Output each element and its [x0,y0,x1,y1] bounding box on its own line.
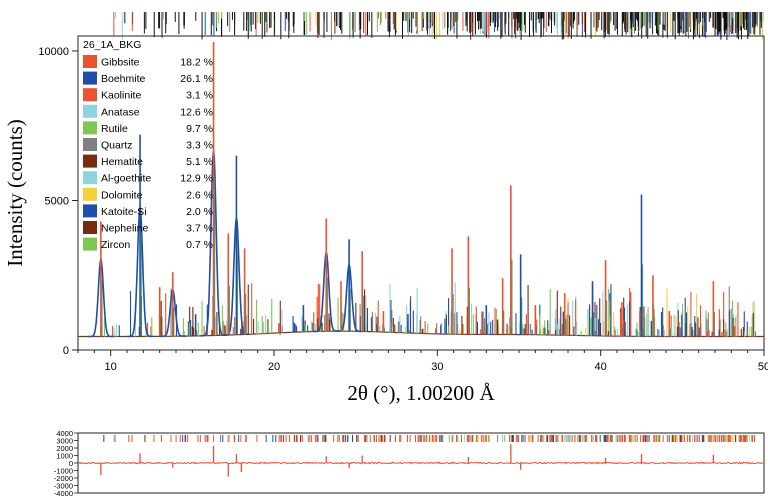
legend-swatch [83,88,97,102]
legend-phase-name: Dolomite [101,189,143,201]
y-tick-label: -3000 [54,481,73,490]
legend-swatch [83,221,97,234]
difference-line [77,461,764,465]
legend-phase-name: Al-goethite [101,173,151,185]
legend-swatch [83,237,97,251]
y-tick-label: 3000 [56,436,73,445]
legend-title: 26_1A_BKG [83,39,141,51]
y-tick-label: 5000 [45,195,69,207]
difference-curve [77,444,764,477]
legend-swatch [83,138,97,151]
y-tick-label: -2000 [54,474,73,483]
y-tick-label: 4000 [56,429,73,438]
y-tick-label: -4000 [54,489,73,498]
legend-phase-name: Zircon [101,239,130,251]
legend-phase-percent: 18.2 % [180,57,213,69]
y-tick-label: 1000 [56,451,73,460]
legend-swatch [83,171,97,185]
legend-phase-percent: 2.6 % [186,189,213,201]
x-tick-label: 30 [431,361,443,373]
legend-swatch [83,187,97,201]
y-tick-label: 2000 [56,444,73,453]
legend: Gibbsite 18.2 % Boehmite 26.1 % Kaolinite 3.1… [83,55,213,251]
x-axis-label: 2θ (°), 1.00200 Å [347,381,495,405]
y-tick-label: -1000 [54,466,73,475]
y-tick-label: 0 [63,345,69,357]
legend-phase-percent: 5.1 % [186,156,213,168]
x-tick-label: 40 [595,361,607,373]
legend-phase-percent: 26.1 % [180,73,213,85]
legend-phase-name: Anatase [101,106,140,118]
legend-phase-name: Gibbsite [101,57,140,69]
legend-phase-percent: 2.0 % [186,206,213,218]
x-tick-label: 10 [105,361,117,373]
legend-swatch [83,71,97,85]
legend-swatch [83,104,97,118]
legend-phase-name: Katoite-Si [101,206,147,218]
legend-swatch [83,121,97,135]
legend-phase-percent: 3.7 % [186,223,213,235]
legend-phase-percent: 12.6 % [180,106,213,118]
legend-swatch [83,204,97,218]
legend-phase-percent: 9.7 % [186,123,213,135]
x-tick-label: 50 [758,361,768,373]
y-axis-ticks: 0 5000 10000 [38,46,78,357]
legend-phase-name: Hematite [101,156,143,168]
reflection-markers-difference [103,435,756,442]
diffraction-pattern [78,41,764,338]
legend-phase-name: Quartz [101,140,133,152]
legend-phase-name: Boehmite [101,73,146,85]
legend-phase-name: Rutile [101,123,128,135]
y-tick-label: 10000 [38,46,69,58]
reflection-markers-top [113,12,764,40]
y-tick-label: 0 [69,459,73,468]
legend-phase-percent: 3.3 % [186,140,213,152]
y-axis-label: Intensity (counts) [3,119,27,267]
legend-phase-percent: 3.1 % [186,90,213,102]
legend-swatch [83,154,97,168]
legend-phase-percent: 12.9 % [180,173,213,185]
x-tick-label: 20 [268,361,280,373]
legend-phase-name: Nepheline [101,223,148,235]
legend-phase-percent: 0.7 % [186,239,213,251]
legend-swatch [83,55,97,68]
legend-phase-name: Kaolinite [101,90,141,102]
x-axis-ticks: 10 20 30 40 50 [77,350,768,373]
